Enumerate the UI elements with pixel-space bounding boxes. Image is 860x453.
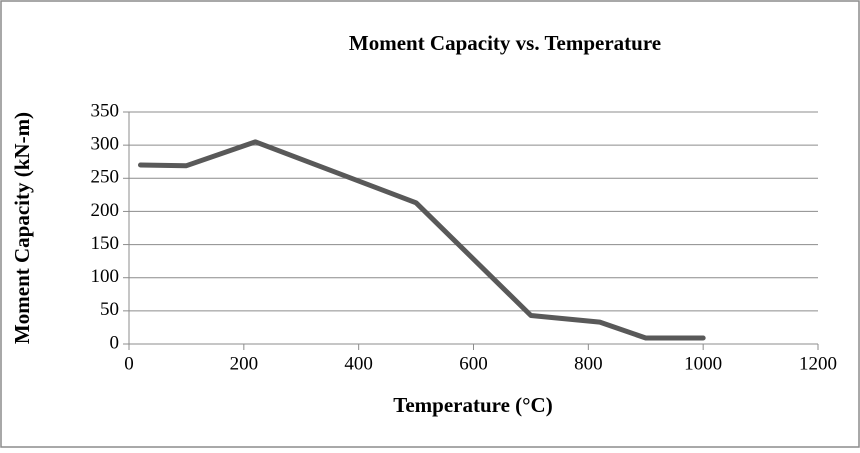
y-tick-label: 200: [91, 200, 120, 221]
y-tick-label: 50: [100, 299, 119, 320]
x-tick-label: 0: [124, 353, 134, 374]
y-tick-label: 300: [91, 134, 120, 155]
y-tick-label: 250: [91, 167, 120, 188]
x-tick-label: 800: [574, 353, 603, 374]
data-line: [137, 139, 706, 341]
y-tick-label: 350: [91, 100, 120, 121]
x-tick-label: 600: [459, 353, 488, 374]
chart-title: Moment Capacity vs. Temperature: [349, 31, 661, 55]
y-tick-label: 100: [91, 266, 120, 287]
y-tick-label: 150: [91, 233, 120, 254]
y-tick-label: 0: [110, 332, 120, 353]
x-tick-label: 400: [344, 353, 373, 374]
y-axis-label: Moment Capacity (kN-m): [10, 112, 34, 344]
x-tick-label: 200: [230, 353, 259, 374]
x-tick-label: 1000: [684, 353, 722, 374]
x-tick-label: 1200: [799, 353, 837, 374]
x-axis-label: Temperature (°C): [393, 393, 552, 417]
